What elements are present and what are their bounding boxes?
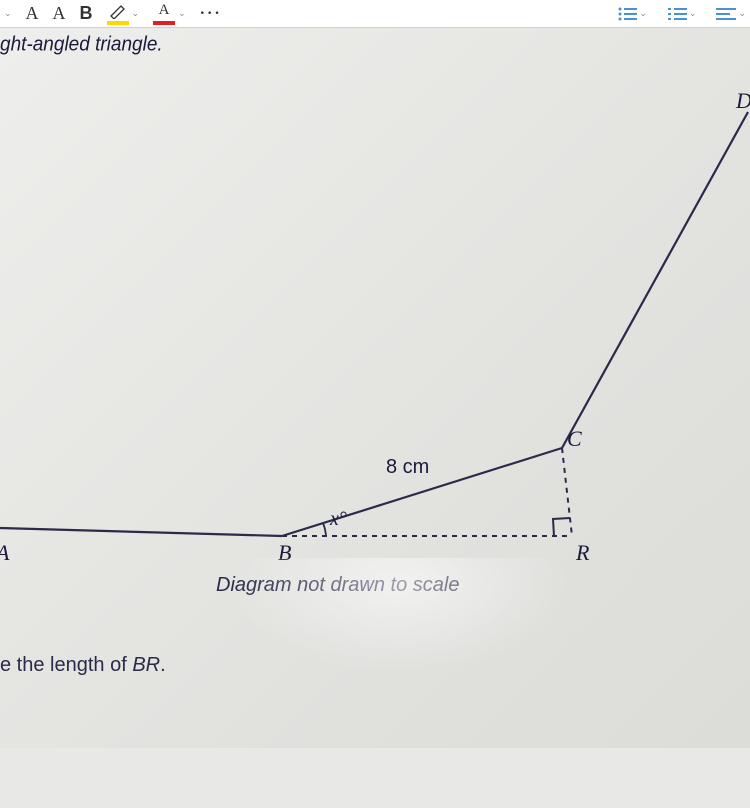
font-color-button[interactable]: A ⌄ xyxy=(153,2,186,25)
point-label-B: B xyxy=(278,540,291,566)
chevron-down-icon: ⌄ xyxy=(689,8,697,19)
line-AB xyxy=(0,528,282,536)
numbered-list-button[interactable]: ⌄ xyxy=(667,6,697,22)
right-angle-marker xyxy=(553,518,570,536)
chevron-down-icon: ⌄ xyxy=(132,8,140,19)
toolbar: ⌄ A A B ⌄ A ⌄ ··· ⌄ xyxy=(0,0,750,28)
numbered-list-icon xyxy=(667,6,687,22)
line-CD xyxy=(562,112,748,448)
dropdown-toggle[interactable]: ⌄ xyxy=(4,8,12,19)
angle-label-x: x° xyxy=(330,508,347,531)
point-label-D: D xyxy=(736,88,750,114)
list-buttons-group: ⌄ ⌄ ⌄ xyxy=(617,6,746,22)
pen-icon xyxy=(108,3,128,19)
chevron-down-icon: ⌄ xyxy=(4,8,12,19)
bold-button[interactable]: B xyxy=(80,3,93,24)
align-button[interactable]: ⌄ xyxy=(716,6,746,22)
chevron-down-icon: ⌄ xyxy=(738,8,746,19)
point-label-A: A xyxy=(0,540,9,566)
document-canvas: ght-angled triangle. A B C D R 8 cm x° D… xyxy=(0,28,750,748)
geometry-diagram xyxy=(0,28,750,748)
diagram-caption: Diagram not drawn to scale xyxy=(216,574,459,597)
highlight-button[interactable]: ⌄ xyxy=(107,3,140,25)
font-color-swatch xyxy=(153,21,175,25)
point-label-C: C xyxy=(567,426,582,452)
chevron-down-icon: ⌄ xyxy=(178,8,186,19)
font-style-a1[interactable]: A xyxy=(26,3,39,24)
point-label-R: R xyxy=(576,540,589,566)
chevron-down-icon: ⌄ xyxy=(639,8,647,19)
partial-question-text: e the length of BR. xyxy=(0,654,166,677)
font-style-a2[interactable]: A xyxy=(53,3,66,24)
more-button[interactable]: ··· xyxy=(200,5,222,23)
align-icon xyxy=(716,6,736,22)
measurement-8cm: 8 cm xyxy=(386,456,429,479)
line-CR-dashed xyxy=(562,448,572,536)
angle-arc-x xyxy=(323,523,326,536)
bullet-list-button[interactable]: ⌄ xyxy=(617,6,647,22)
highlight-color-swatch xyxy=(107,21,129,25)
bullet-list-icon xyxy=(617,6,637,22)
